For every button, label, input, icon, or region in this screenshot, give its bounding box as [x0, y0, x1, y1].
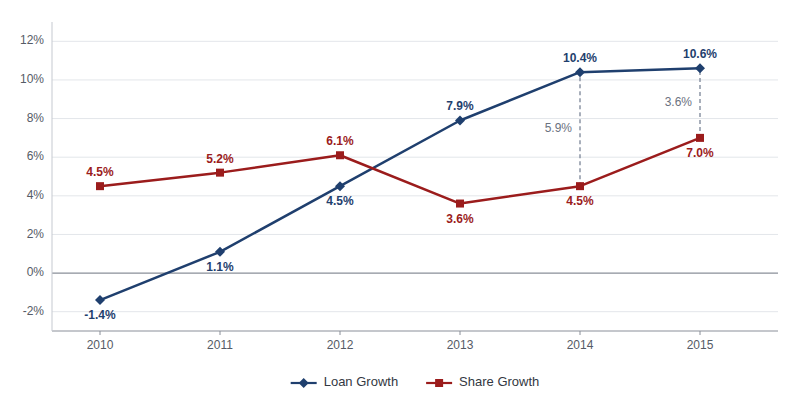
data-label: 4.5%: [86, 165, 114, 179]
grid-line: [52, 118, 778, 119]
data-point: [695, 63, 705, 73]
grid-line: [52, 79, 778, 80]
data-label: 4.5%: [326, 194, 354, 208]
data-point: [335, 181, 345, 191]
y-tick-label: 4%: [27, 188, 45, 202]
data-label: -1.4%: [84, 308, 116, 322]
x-tick-label: 2014: [567, 338, 594, 352]
x-tick-label: 2013: [447, 338, 474, 352]
data-point: [336, 151, 344, 159]
x-tick-label: 2012: [327, 338, 354, 352]
y-grid: [52, 41, 778, 311]
grid-line: [52, 157, 778, 158]
zero-line: [52, 272, 778, 273]
y-tick-label: 8%: [27, 111, 45, 125]
data-point: [456, 200, 464, 208]
legend-item: Share Growth: [426, 374, 539, 389]
y-tick-label: 0%: [27, 265, 45, 279]
x-tick: [460, 331, 461, 335]
data-point: [455, 115, 465, 125]
x-tick: [580, 331, 581, 335]
x-tick-label: 2015: [687, 338, 714, 352]
x-tick: [700, 331, 701, 335]
grid-line: [52, 311, 778, 312]
x-tick: [220, 331, 221, 335]
series-line: [100, 68, 700, 300]
data-point: [216, 169, 224, 177]
x-tick: [100, 331, 101, 335]
y-tick-label: 10%: [20, 72, 44, 86]
difference-line: [579, 72, 580, 186]
data-point: [215, 247, 225, 257]
y-tick-label: 6%: [27, 149, 45, 163]
grid-line: [52, 234, 778, 235]
data-label: 5.2%: [206, 152, 234, 166]
y-axis-line: [52, 22, 53, 331]
legend-marker: [299, 378, 309, 388]
data-label: 7.9%: [446, 99, 474, 113]
grid-line: [52, 195, 778, 196]
y-tick-labels: -2% 0% 2% 4% 6% 8% 10% 12%: [20, 33, 44, 317]
y-tick-label: -2%: [23, 304, 45, 318]
legend-item: Loan Growth: [291, 374, 398, 389]
x-axis-line: [52, 331, 778, 332]
data-label: 6.1%: [326, 134, 354, 148]
data-label: 4.5%: [566, 194, 594, 208]
y-tick-label: 2%: [27, 227, 45, 241]
series-line: [100, 138, 700, 204]
data-point: [576, 182, 584, 190]
plot-area: [95, 63, 705, 305]
data-label: 10.4%: [563, 51, 597, 65]
data-point: [575, 67, 585, 77]
difference-label: 5.9%: [545, 121, 573, 135]
grid-line: [52, 41, 778, 42]
x-tick-label: 2011: [207, 338, 233, 352]
difference-line: [699, 68, 700, 138]
legend-label: Loan Growth: [324, 374, 398, 389]
x-ticks: 2010 2011 2012 2013 2014 2015: [87, 331, 714, 352]
x-tick: [340, 331, 341, 335]
legend-label: Share Growth: [459, 374, 539, 389]
data-label: 3.6%: [446, 212, 474, 226]
data-labels: -1.4% 1.1% 4.5% 7.9% 10.4% 10.6% 4.5% 5.2% 6.1% 3…: [84, 47, 717, 322]
data-point: [96, 182, 104, 190]
data-label: 7.0%: [686, 146, 714, 160]
data-point: [95, 295, 105, 305]
y-tick-label: 12%: [20, 33, 44, 47]
legend-marker: [435, 379, 443, 387]
data-point: [696, 134, 704, 142]
data-label: 1.1%: [206, 260, 234, 274]
data-label: 10.6%: [683, 47, 717, 61]
legend: Loan Growth Share Growth: [291, 374, 540, 389]
difference-label: 3.6%: [665, 95, 693, 109]
x-tick-label: 2010: [87, 338, 114, 352]
chart: -2%0%2%4%6%8%10%12%201020112012201320142…: [0, 0, 800, 405]
